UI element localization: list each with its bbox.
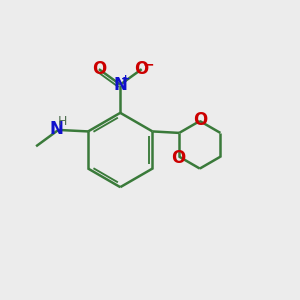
Text: N: N [50,120,64,138]
Text: O: O [172,149,186,167]
Text: −: − [142,58,154,72]
Text: O: O [193,110,208,128]
Text: N: N [113,76,127,94]
Text: O: O [92,60,106,78]
Text: H: H [57,115,67,128]
Text: +: + [121,74,130,84]
Text: O: O [135,60,149,78]
